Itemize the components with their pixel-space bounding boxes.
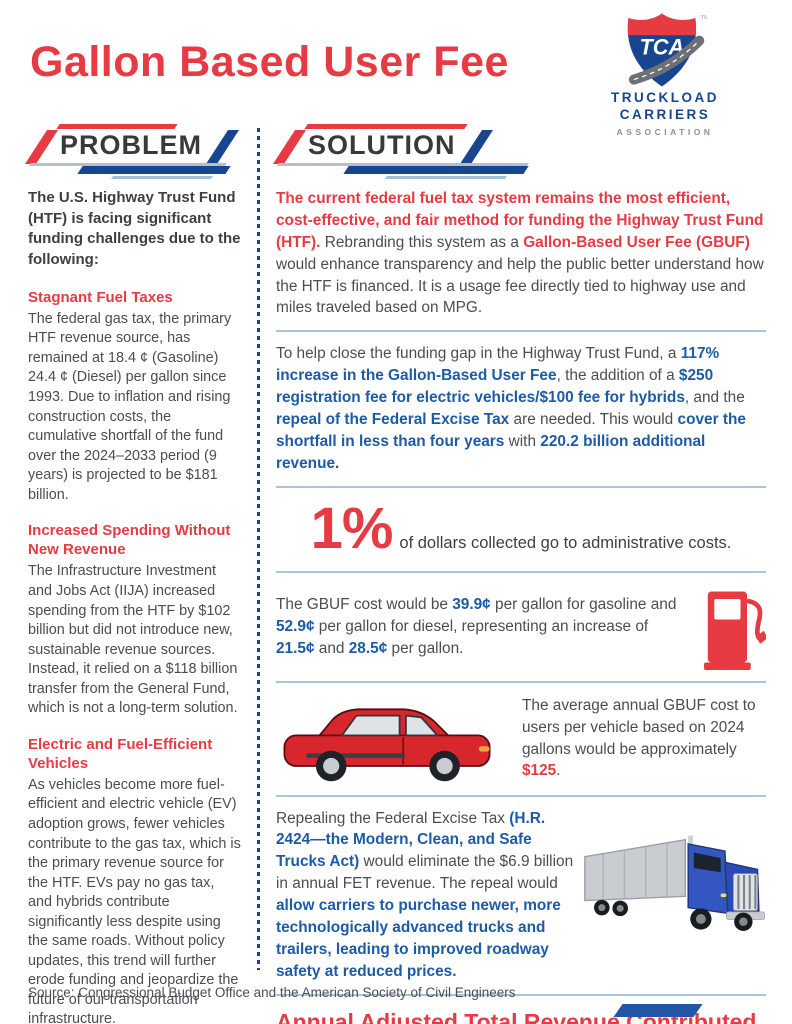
divider (276, 330, 766, 333)
solution-paragraph-1: The current federal fuel tax system rema… (276, 190, 764, 317)
fet-repeal-row: Repealing the Federal Excise Tax (H.R. 2… (276, 808, 766, 983)
problem-column: PROBLEM The U.S. Highway Trust Fund (HTF… (24, 122, 241, 1024)
problem-section-increased-spending: Increased Spending Without New Revenue T… (28, 521, 241, 719)
section-body: The Infrastructure Investment and Jobs A… (28, 563, 238, 717)
solution-header-badge: SOLUTION (272, 124, 576, 179)
problem-intro: The U.S. Highway Trust Fund (HTF) is fac… (28, 189, 241, 269)
divider (276, 680, 766, 683)
page-title: Gallon Based User Fee (30, 38, 509, 86)
gbuf-cost-row: The GBUF cost would be 39.9¢ per gallon … (276, 584, 766, 670)
tca-logo: TCA TM TRUCKLOAD CARRIERS ASSOCIATION (592, 10, 738, 137)
tca-shield-icon: TCA TM (627, 13, 707, 87)
logo-text-truckload: TRUCKLOAD (611, 90, 719, 105)
section-heading: Electric and Fuel-Efficient Vehicles (28, 735, 213, 772)
badge-top-bar (304, 124, 468, 129)
badge-echo-bar (385, 176, 507, 179)
badge-bottom-bar (343, 166, 529, 174)
divider (276, 993, 766, 996)
corner-accent-shape (613, 1004, 703, 1017)
solution-paragraph-2: To help close the funding gap in the Hig… (276, 345, 746, 472)
blue-semi-truck-illustration (584, 835, 765, 931)
dotted-column-divider (257, 128, 260, 970)
one-percent-callout: 1% of dollars collected go to administra… (276, 499, 766, 560)
solution-column: SOLUTION The current federal fuel tax sy… (272, 122, 768, 1024)
section-heading: Stagnant Fuel Taxes (28, 288, 173, 306)
content-columns: PROBLEM The U.S. Highway Trust Fund (HTF… (24, 122, 768, 1024)
badge-bottom-bar (77, 166, 231, 174)
divider (276, 794, 766, 797)
fet-repeal-text: Repealing the Federal Excise Tax (H.R. 2… (276, 809, 574, 980)
one-percent-caption: of dollars collected go to administrativ… (399, 533, 732, 552)
fuel-pump-icon (704, 591, 766, 670)
gbuf-cost-text: The GBUF cost would be 39.9¢ per gallon … (276, 595, 677, 657)
problem-header-badge: PROBLEM (24, 124, 241, 179)
problem-header-text: PROBLEM (60, 129, 202, 160)
source-citation: Source: Congressional Budget Office and … (28, 985, 516, 1000)
section-body: The federal gas tax, the primary HTF rev… (28, 310, 232, 503)
logo-text-carriers: CARRIERS (619, 106, 711, 122)
solution-header-text: SOLUTION (308, 129, 456, 160)
red-car-illustration (283, 707, 491, 781)
section-body: As vehicles become more fuel-efficient a… (28, 776, 241, 1024)
problem-section-ev-vehicles: Electric and Fuel-Efficient Vehicles As … (28, 735, 241, 1024)
car-cost-text: The average annual GBUF cost to users pe… (522, 696, 756, 780)
car-cost-row: The average annual GBUF cost to users pe… (276, 694, 766, 784)
divider (276, 570, 766, 573)
badge-echo-bar (111, 176, 213, 179)
logo-text-association: ASSOCIATION (616, 126, 714, 137)
divider (276, 485, 766, 488)
problem-section-stagnant-fuel-taxes: Stagnant Fuel Taxes The federal gas tax,… (28, 288, 241, 505)
badge-top-bar (56, 124, 178, 129)
section-heading: Increased Spending Without New Revenue (28, 522, 231, 559)
trademark-symbol: TM (701, 15, 707, 21)
one-percent-value: 1% (310, 495, 394, 561)
